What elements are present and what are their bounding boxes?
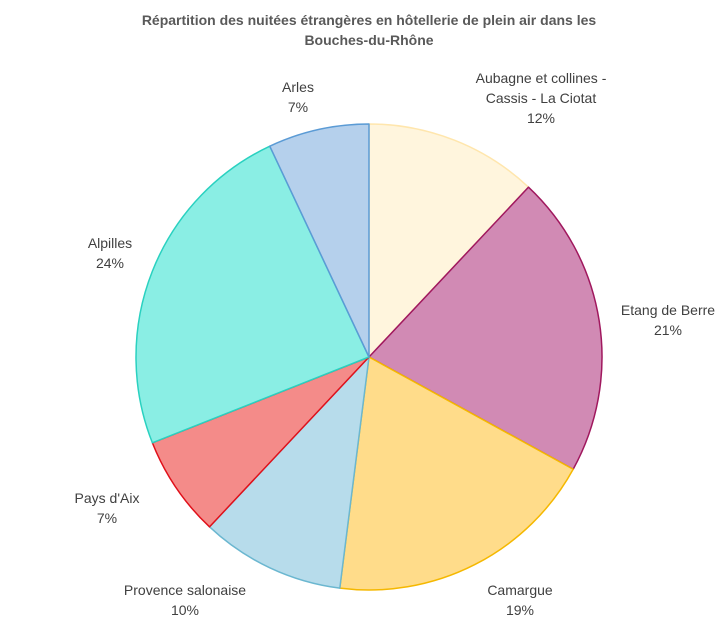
slice-value: 21% — [653, 322, 683, 338]
slice-value: 7% — [287, 99, 309, 115]
slice-label: Camargue 19% — [465, 580, 575, 619]
slice-category: Provence salonaise — [123, 582, 247, 598]
pie-slice — [151, 356, 370, 528]
pie-slice — [339, 356, 574, 591]
pie-slice — [208, 356, 370, 589]
slice-category: Arles — [282, 79, 314, 95]
slice-value: 12% — [526, 110, 556, 126]
slice-label: Alpilles 24% — [55, 233, 165, 273]
slice-value: 24% — [95, 255, 125, 271]
pie-slice — [135, 145, 370, 444]
slice-label: Pays d'Aix 7% — [52, 488, 162, 528]
pie-slice — [368, 123, 530, 358]
slice-label: Etang de Berre 21% — [613, 300, 722, 340]
slice-value: 19% — [505, 602, 535, 618]
slice-category: Camargue — [487, 582, 553, 598]
slice-category: Pays d'Aix — [74, 490, 140, 506]
slice-value: 7% — [96, 510, 118, 526]
pie-slice — [368, 186, 603, 470]
slice-category: Aubagne et collines - Cassis - La Ciotat — [475, 70, 607, 106]
slice-category: Etang de Berre — [620, 302, 716, 318]
slice-category: Alpilles — [87, 235, 133, 251]
slice-label: Provence salonaise 10% — [105, 580, 265, 619]
chart-title: Répartition des nuitées étrangères en hô… — [141, 12, 597, 48]
slice-value: 10% — [170, 602, 200, 618]
pie-slice — [269, 123, 370, 358]
slice-label: Aubagne et collines - Cassis - La Ciotat… — [461, 68, 621, 128]
slice-label: Arles 7% — [243, 77, 353, 117]
